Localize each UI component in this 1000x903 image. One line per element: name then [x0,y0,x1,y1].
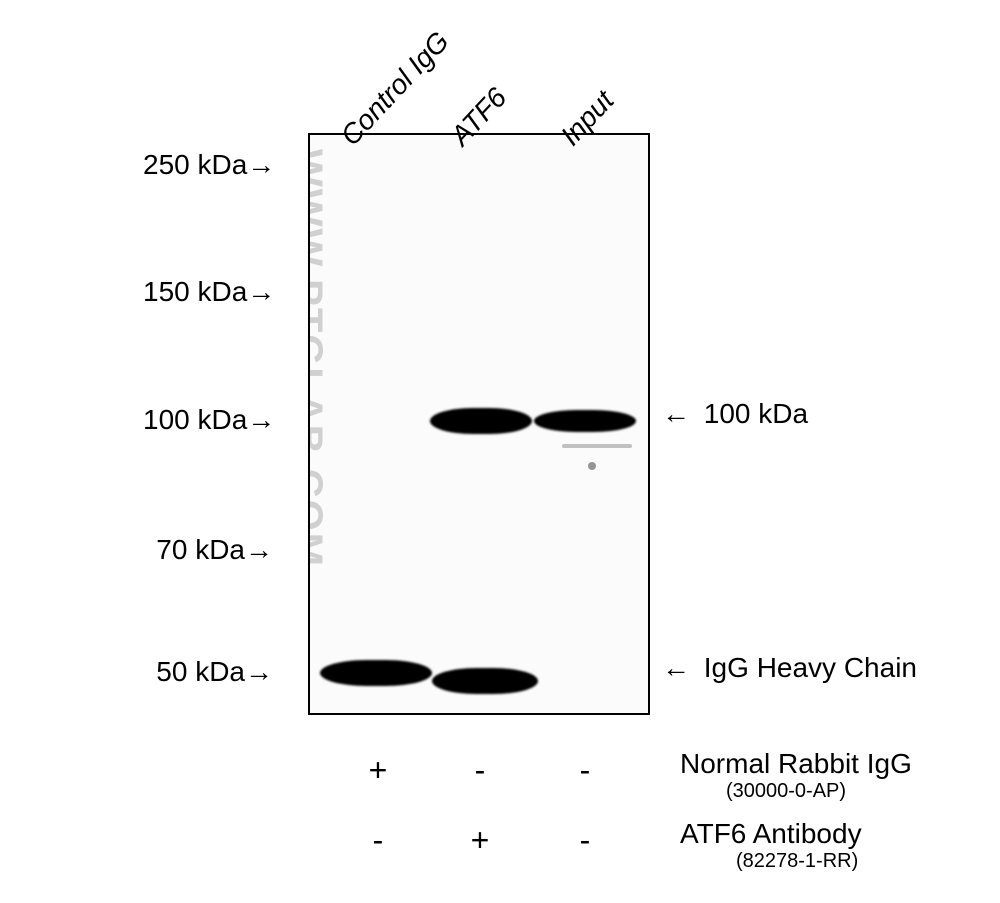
band-igg-lane2 [432,668,538,694]
arrow-right-icon: → [245,534,273,565]
cond-row1-label: Normal Rabbit IgG [680,748,912,780]
cond-row1-lane1: + [358,752,398,789]
mw-marker-100: 100 kDa→ [143,404,273,436]
mw-marker-70: 70 kDa→ [143,534,273,566]
arrow-left-icon: ← [662,398,690,429]
arrow-right-icon: → [247,276,275,307]
mw-marker-70-text: 70 kDa [156,534,245,565]
mw-marker-150: 150 kDa→ [143,276,273,308]
arrow-right-icon: → [245,656,273,687]
arrow-right-icon: → [247,404,275,435]
faint-dot [588,462,596,470]
cond-row1-lane3: - [565,752,605,789]
watermark-text: WWW.PTGLAB.COM [308,149,330,568]
cond-row1-sublabel: (30000-0-AP) [726,780,846,803]
cond-row2-lane1: - [358,822,398,859]
cond-row2-lane2: + [460,822,500,859]
cond-row2-label: ATF6 Antibody [680,818,862,850]
arrow-right-icon: → [247,149,275,180]
arrow-left-icon: ← [662,652,690,683]
cond-row1-lane2: - [460,752,500,789]
cond-row2-sublabel: (82278-1-RR) [736,850,858,873]
mw-marker-100-text: 100 kDa [143,404,247,435]
right-annot-igg: ← IgG Heavy Chain [662,652,917,684]
cond-row2-lane3: - [565,822,605,859]
band-igg-lane1 [320,660,432,686]
right-annot-100kda-text: 100 kDa [704,398,808,429]
band-atf6-lane2 [430,408,532,434]
faint-smear [562,444,632,448]
right-annot-igg-text: IgG Heavy Chain [704,652,917,683]
right-annot-100kda: ← 100 kDa [662,398,808,430]
mw-marker-50: 50 kDa→ [143,656,273,688]
mw-marker-150-text: 150 kDa [143,276,247,307]
mw-marker-50-text: 50 kDa [156,656,245,687]
mw-marker-250-text: 250 kDa [143,149,247,180]
mw-marker-250: 250 kDa→ [143,149,273,181]
band-atf6-lane3 [534,410,636,432]
